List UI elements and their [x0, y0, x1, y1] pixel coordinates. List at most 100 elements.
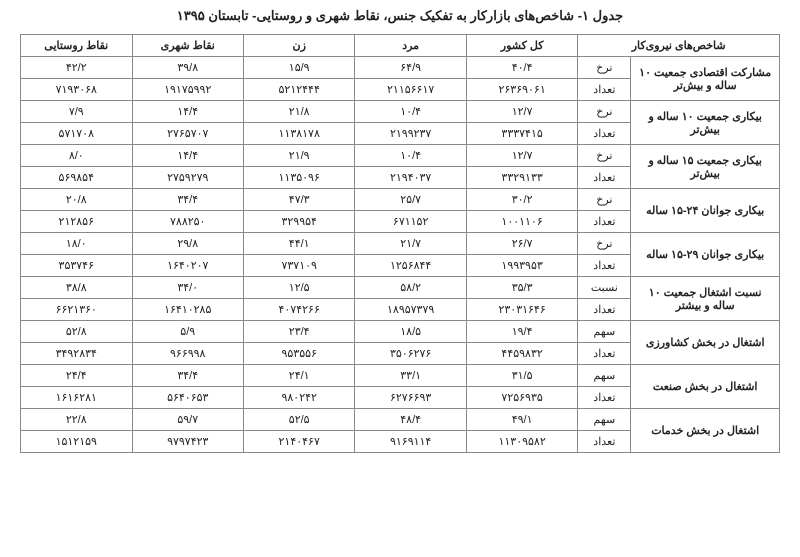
cell-value: ۲۱۴۰۴۶۷ [243, 431, 354, 453]
cell-value: ۱۹۹۳۹۵۳ [466, 255, 577, 277]
header-female: زن [243, 35, 354, 57]
indicator-label: نسبت اشتغال جمعیت ۱۰ ساله و بیشتر [631, 277, 780, 321]
cell-value: ۳۲۹۹۵۴ [243, 211, 354, 233]
cell-value: ۱۹/۴ [466, 321, 577, 343]
cell-value: ۵۷۱۷۰۸ [21, 123, 133, 145]
cell-value: ۴۴/۱ [243, 233, 354, 255]
cell-value: ۵۲/۵ [243, 409, 354, 431]
cell-value: ۵۶۹۸۵۴ [21, 167, 133, 189]
cell-value: ۲۱/۹ [243, 145, 354, 167]
table-title: جدول ۱- شاخص‌های بازارکار به تفکیک جنس، … [20, 8, 780, 24]
cell-value: ۲۶۳۶۹۰۶۱ [466, 79, 577, 101]
sublabel: سهم [578, 409, 631, 431]
cell-value: ۲۳۰۳۱۶۴۶ [466, 299, 577, 321]
cell-value: ۲۱۲۸۵۶ [21, 211, 133, 233]
cell-value: ۹۶۶۹۹۸ [132, 343, 243, 365]
cell-value: ۷۳۷۱۰۹ [243, 255, 354, 277]
cell-value: ۱۰/۴ [355, 101, 466, 123]
sublabel: تعداد [578, 387, 631, 409]
cell-value: ۵۸/۲ [355, 277, 466, 299]
cell-value: ۱۶۱۶۲۸۱ [21, 387, 133, 409]
cell-value: ۱۵/۹ [243, 57, 354, 79]
cell-value: ۷۸۸۲۵۰ [132, 211, 243, 233]
labor-market-table: شاخص‌های نیروی‌کار کل کشور مرد زن نقاط ش… [20, 34, 780, 453]
cell-value: ۲۷۵۹۲۷۹ [132, 167, 243, 189]
cell-value: ۱۱۳۵۰۹۶ [243, 167, 354, 189]
cell-value: ۱۴/۴ [132, 145, 243, 167]
cell-value: ۵۶۴۰۶۵۳ [132, 387, 243, 409]
cell-value: ۱۲/۷ [466, 145, 577, 167]
header-rural: نقاط روستایی [21, 35, 133, 57]
cell-value: ۴۲/۲ [21, 57, 133, 79]
cell-value: ۳۹/۸ [132, 57, 243, 79]
cell-value: ۱۲/۷ [466, 101, 577, 123]
cell-value: ۶۲۷۶۶۹۳ [355, 387, 466, 409]
header-male: مرد [355, 35, 466, 57]
cell-value: ۳۴/۰ [132, 277, 243, 299]
cell-value: ۱۸/۰ [21, 233, 133, 255]
sublabel: تعداد [578, 211, 631, 233]
cell-value: ۲۹/۸ [132, 233, 243, 255]
cell-value: ۱۴/۴ [132, 101, 243, 123]
table-row: نسبت اشتغال جمعیت ۱۰ ساله و بیشترنسبت۳۵/… [21, 277, 780, 299]
cell-value: ۴۰/۴ [466, 57, 577, 79]
sublabel: نرخ [578, 101, 631, 123]
cell-value: ۲۱۹۹۲۳۷ [355, 123, 466, 145]
cell-value: ۳۳۳۷۴۱۵ [466, 123, 577, 145]
sublabel: سهم [578, 365, 631, 387]
cell-value: ۳۳۲۹۱۳۳ [466, 167, 577, 189]
cell-value: ۲۱/۷ [355, 233, 466, 255]
cell-value: ۴۰۷۴۲۶۶ [243, 299, 354, 321]
cell-value: ۲۰/۸ [21, 189, 133, 211]
sublabel: نرخ [578, 145, 631, 167]
sublabel: نرخ [578, 57, 631, 79]
indicator-label: بیکاری جوانان ۲۹-۱۵ ساله [631, 233, 780, 277]
cell-value: ۲۱۱۵۶۶۱۷ [355, 79, 466, 101]
cell-value: ۹۱۶۹۱۱۴ [355, 431, 466, 453]
sublabel: نرخ [578, 189, 631, 211]
cell-value: ۳۴/۴ [132, 365, 243, 387]
cell-value: ۳۱/۵ [466, 365, 577, 387]
sublabel: نسبت [578, 277, 631, 299]
header-indicator: شاخص‌های نیروی‌کار [578, 35, 780, 57]
cell-value: ۱۱۳۰۹۵۸۲ [466, 431, 577, 453]
cell-value: ۱۰/۴ [355, 145, 466, 167]
sublabel: تعداد [578, 255, 631, 277]
cell-value: ۶۷۱۱۵۲ [355, 211, 466, 233]
indicator-label: مشارکت اقتصادی جمعیت ۱۰ ساله و بیش‌تر [631, 57, 780, 101]
cell-value: ۴۴۵۹۸۳۲ [466, 343, 577, 365]
table-row: بیکاری جوانان ۲۴-۱۵ سالهنرخ۳۰/۲۲۵/۷۴۷/۳۳… [21, 189, 780, 211]
indicator-label: اشتغال در بخش صنعت [631, 365, 780, 409]
cell-value: ۳۵۳۷۴۶ [21, 255, 133, 277]
cell-value: ۱۲۵۶۸۴۴ [355, 255, 466, 277]
header-row: شاخص‌های نیروی‌کار کل کشور مرد زن نقاط ش… [21, 35, 780, 57]
table-row: اشتغال در بخش خدماتسهم۴۹/۱۴۸/۴۵۲/۵۵۹/۷۲۲… [21, 409, 780, 431]
cell-value: ۴۷/۳ [243, 189, 354, 211]
sublabel: تعداد [578, 299, 631, 321]
cell-value: ۲۴/۴ [21, 365, 133, 387]
table-row: اشتغال در بخش کشاورزیسهم۱۹/۴۱۸/۵۲۳/۴۵/۹۵… [21, 321, 780, 343]
cell-value: ۲۵/۷ [355, 189, 466, 211]
cell-value: ۱۸۹۵۷۳۷۹ [355, 299, 466, 321]
cell-value: ۵/۹ [132, 321, 243, 343]
cell-value: ۳۵۰۶۲۷۶ [355, 343, 466, 365]
cell-value: ۷/۹ [21, 101, 133, 123]
cell-value: ۲۱۹۴۰۳۷ [355, 167, 466, 189]
sublabel: تعداد [578, 431, 631, 453]
sublabel: تعداد [578, 167, 631, 189]
cell-value: ۷۲۵۶۹۳۵ [466, 387, 577, 409]
indicator-label: بیکاری جوانان ۲۴-۱۵ ساله [631, 189, 780, 233]
cell-value: ۱۶۴۰۲۰۷ [132, 255, 243, 277]
cell-value: ۳۴۹۲۸۳۴ [21, 343, 133, 365]
cell-value: ۲۴/۱ [243, 365, 354, 387]
sublabel: نرخ [578, 233, 631, 255]
indicator-label: بیکاری جمعیت ۱۵ ساله و بیش‌تر [631, 145, 780, 189]
cell-value: ۱۹۱۷۵۹۹۲ [132, 79, 243, 101]
cell-value: ۲۷۶۵۷۰۷ [132, 123, 243, 145]
cell-value: ۱۸/۵ [355, 321, 466, 343]
cell-value: ۵۲/۸ [21, 321, 133, 343]
cell-value: ۱۲/۵ [243, 277, 354, 299]
table-row: اشتغال در بخش صنعتسهم۳۱/۵۳۳/۱۲۴/۱۳۴/۴۲۴/… [21, 365, 780, 387]
cell-value: ۴۹/۱ [466, 409, 577, 431]
cell-value: ۹۵۳۵۵۶ [243, 343, 354, 365]
